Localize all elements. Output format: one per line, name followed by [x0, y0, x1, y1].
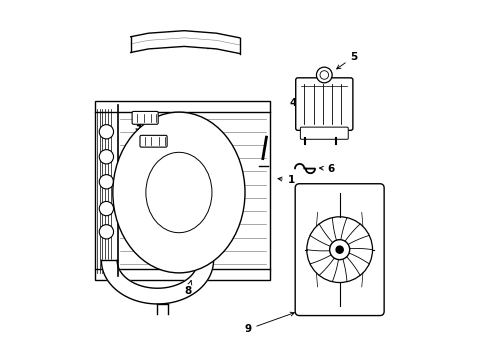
Ellipse shape	[113, 112, 245, 273]
Circle shape	[317, 67, 332, 83]
Text: 5: 5	[337, 52, 358, 69]
Polygon shape	[101, 235, 214, 304]
FancyBboxPatch shape	[296, 78, 353, 130]
Bar	[95, 102, 270, 280]
Text: 9: 9	[245, 312, 294, 334]
FancyBboxPatch shape	[295, 184, 384, 316]
Text: 2: 2	[138, 148, 158, 162]
Text: 8: 8	[184, 281, 192, 296]
FancyBboxPatch shape	[132, 111, 158, 124]
Circle shape	[320, 71, 329, 79]
Text: 6: 6	[319, 163, 335, 174]
Circle shape	[99, 225, 114, 239]
Ellipse shape	[146, 152, 212, 233]
Circle shape	[99, 175, 114, 189]
Circle shape	[99, 202, 114, 216]
Circle shape	[99, 150, 114, 164]
FancyBboxPatch shape	[140, 135, 167, 147]
Circle shape	[99, 125, 114, 139]
Text: 4: 4	[290, 98, 303, 108]
Text: 1: 1	[278, 175, 295, 185]
FancyBboxPatch shape	[300, 127, 348, 139]
Circle shape	[336, 246, 343, 253]
Circle shape	[330, 240, 350, 260]
Text: 3: 3	[134, 122, 142, 132]
Text: 7: 7	[204, 42, 219, 52]
